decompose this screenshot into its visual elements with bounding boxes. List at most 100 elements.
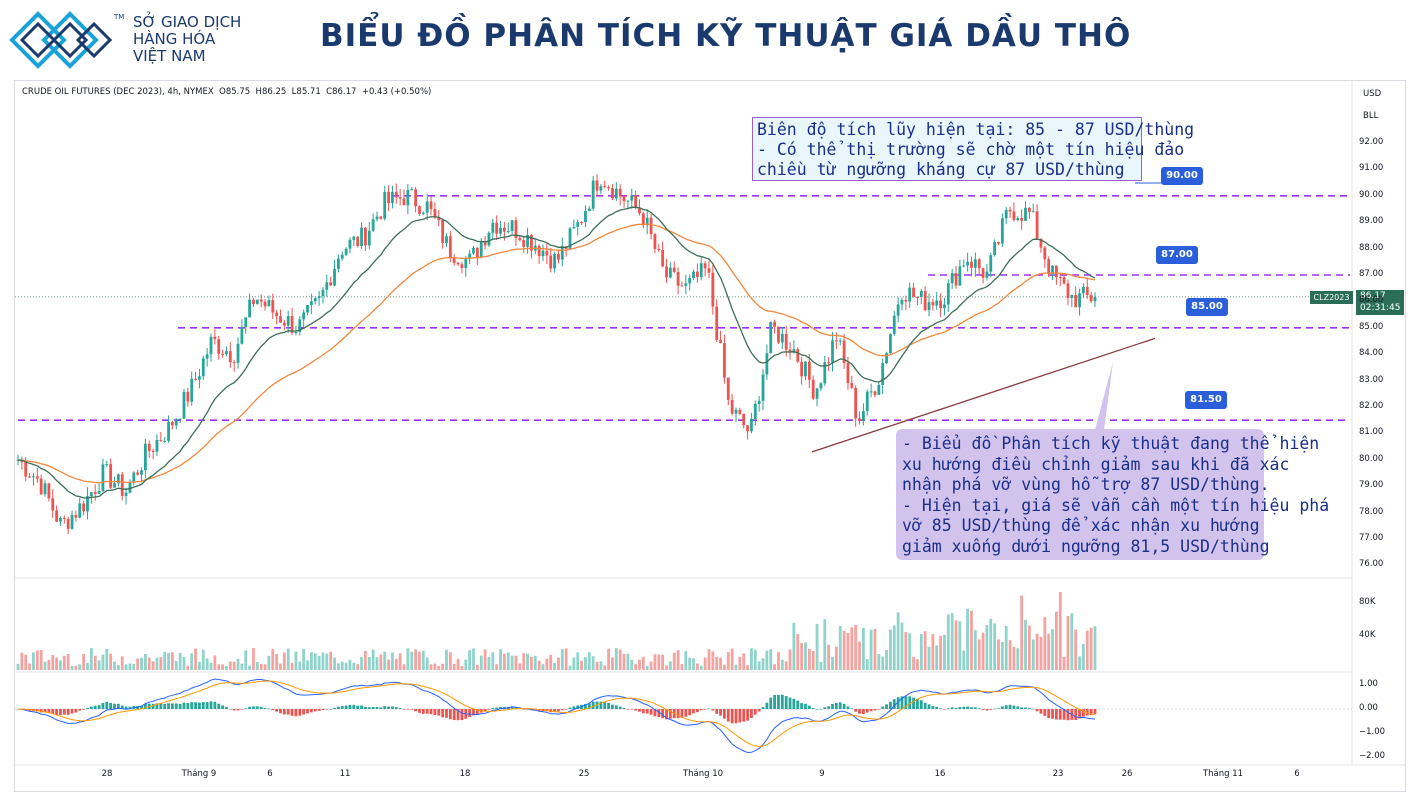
candle-body <box>946 283 950 305</box>
volume-bar <box>603 665 607 670</box>
candle-body <box>55 510 59 522</box>
volume-bar <box>950 613 954 670</box>
volume-bar <box>201 649 205 670</box>
volume-bar <box>448 652 452 670</box>
volume-bar <box>854 625 858 670</box>
macd-histogram-bar <box>178 703 182 709</box>
macd-histogram-bar <box>970 707 973 709</box>
volume-bar <box>788 649 792 670</box>
candle-body <box>943 304 946 309</box>
volume-bar <box>896 612 900 670</box>
macd-histogram-bar <box>487 709 491 710</box>
macd-histogram-bar <box>1020 707 1024 709</box>
macd-histogram-bar <box>989 709 993 710</box>
macd-histogram-bar <box>753 709 757 715</box>
volume-bar <box>904 632 908 670</box>
candle-body <box>425 201 429 213</box>
ema-fast-line <box>17 206 1096 499</box>
macd-histogram-bar <box>788 697 792 709</box>
volume-bar <box>321 652 325 670</box>
macd-histogram-bar <box>213 701 217 709</box>
volume-bar <box>348 659 352 670</box>
volume-bar <box>630 659 634 670</box>
macd-histogram-bar <box>1027 708 1031 709</box>
candle-body <box>43 483 47 495</box>
macd-histogram-bar <box>869 709 873 712</box>
candle-body <box>394 191 398 198</box>
candle-body <box>653 234 657 249</box>
candle-body <box>329 282 333 286</box>
macd-histogram-bar <box>298 709 302 716</box>
volume-bar <box>375 657 379 670</box>
volume-bar <box>124 664 128 670</box>
candle-body <box>1082 286 1085 294</box>
macd-histogram-bar <box>881 706 885 709</box>
volume-bar <box>641 656 645 670</box>
volume-bar <box>132 663 136 670</box>
candle-body <box>410 189 414 191</box>
volume-bar <box>935 645 939 670</box>
candle-body <box>333 268 336 286</box>
macd-histogram-bar <box>954 707 958 709</box>
volume-bar <box>364 650 367 670</box>
macd-histogram-bar <box>244 708 248 709</box>
macd-histogram-bar <box>885 704 888 709</box>
volume-bar <box>699 665 703 670</box>
candle-body <box>854 387 858 419</box>
macd-histogram-bar <box>657 709 661 718</box>
candle-body <box>861 411 865 421</box>
macd-histogram-bar <box>568 707 572 709</box>
volume-bar <box>109 653 113 670</box>
price-tick-label: 89.00 <box>1359 216 1384 227</box>
candle-body <box>1024 207 1027 221</box>
macd-histogram-bar <box>977 708 981 709</box>
macd-histogram-bar <box>194 702 197 709</box>
volume-bar <box>753 649 757 670</box>
time-tick-label: 26 <box>1121 769 1133 779</box>
volume-bar <box>723 664 726 670</box>
volume-bar <box>1035 633 1039 670</box>
candle-body <box>225 351 228 355</box>
macd-histogram-bar <box>155 703 159 709</box>
macd-histogram-bar <box>406 709 410 710</box>
macd-histogram-bar <box>981 709 985 710</box>
annotation-trend-box: - Biểu đồ Phân tích kỹ thuật đang thể hi… <box>896 429 1329 560</box>
macd-histogram-bar <box>228 708 232 710</box>
candle-body <box>807 361 811 380</box>
macd-histogram-bar <box>321 709 325 711</box>
macd-histogram-bar <box>379 707 383 709</box>
level-tag-90: 90.00 <box>1161 167 1203 185</box>
volume-bar <box>734 664 738 670</box>
volume-bar <box>336 663 340 670</box>
macd-histogram-bar <box>232 709 236 711</box>
macd-histogram-bar <box>572 706 576 709</box>
volume-bar <box>186 665 190 670</box>
candle-body <box>962 265 966 267</box>
macd-histogram-bar <box>943 709 946 710</box>
macd-histogram-bar <box>1024 707 1027 709</box>
volume-bar <box>290 662 294 670</box>
candle-body <box>383 191 387 219</box>
macd-histogram-bar <box>356 705 360 709</box>
candle-body <box>398 197 402 199</box>
candle-body <box>356 236 360 247</box>
candle-body <box>688 277 692 284</box>
macd-histogram-bar <box>896 697 900 709</box>
macd-histogram-bar <box>641 709 645 714</box>
volume-bar <box>205 658 209 670</box>
volume-bar <box>522 653 526 670</box>
candle-body <box>985 271 989 278</box>
candle-body <box>838 340 842 342</box>
volume-bar <box>742 653 746 670</box>
macd-histogram-bar <box>217 703 221 709</box>
candle-body <box>352 236 356 240</box>
macd-tick-label: 0.00 <box>1359 703 1378 713</box>
candle-body <box>611 188 614 199</box>
candle-body <box>784 333 788 350</box>
volume-bar <box>865 659 869 670</box>
macd-histogram-bar <box>499 706 502 709</box>
volume-bar <box>645 665 649 670</box>
macd-histogram-bar <box>564 709 568 710</box>
volume-bar <box>263 664 267 670</box>
macd-histogram-bar <box>939 708 942 709</box>
